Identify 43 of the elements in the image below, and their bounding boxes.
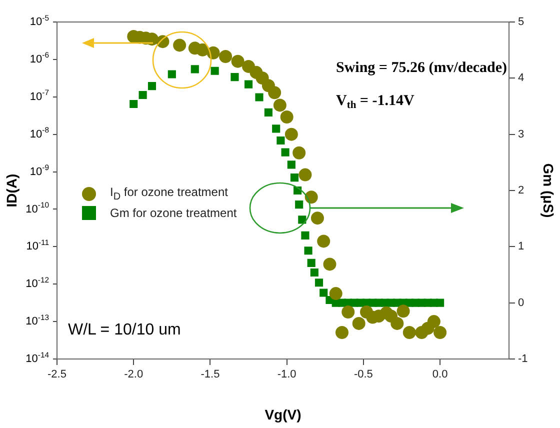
y2-tick-label: 5 — [518, 16, 524, 28]
x-tick-label: -2.5 — [48, 368, 66, 381]
point — [335, 326, 348, 340]
point — [219, 50, 232, 63]
point — [396, 304, 410, 318]
point — [427, 315, 440, 328]
point — [323, 258, 336, 271]
y2-tick-label: 0 — [518, 296, 524, 309]
y2-tick-label: 2 — [518, 184, 524, 197]
x-tick-label: -2.0 — [124, 368, 144, 381]
x-tick-label: 0.0 — [432, 368, 448, 381]
point — [352, 316, 366, 330]
legend-label: I$_{D}$ for ozone treatment — [110, 184, 228, 202]
y2-tick-label: -1 — [518, 353, 528, 366]
point — [280, 110, 294, 124]
point — [292, 146, 306, 160]
x-tick-label: -0.5 — [354, 368, 373, 381]
x-axis-title: Vg(V) — [264, 406, 302, 422]
y2-axis-title: Gm (μS) — [540, 163, 557, 218]
y2-tick-label: 1 — [518, 240, 524, 253]
point — [304, 190, 318, 204]
annotation: Swing = 75.26 (mv/decade) — [336, 60, 508, 76]
point — [196, 43, 210, 56]
point — [284, 128, 298, 141]
annotation: W/L = 10/10 um — [68, 321, 181, 338]
point — [329, 287, 342, 300]
y2-tick-label: 3 — [518, 128, 524, 140]
point — [402, 326, 416, 340]
point — [390, 316, 404, 330]
x-tick-label: -1.0 — [277, 368, 296, 381]
x-tick-label: -1.5 — [200, 368, 220, 381]
point — [273, 98, 286, 112]
point — [231, 54, 244, 68]
point — [268, 86, 282, 100]
point — [310, 212, 324, 225]
legend-label: Gm for ozone treatment — [110, 206, 237, 220]
y-axis-title: ID(A) — [3, 174, 20, 208]
point — [173, 38, 186, 52]
point — [434, 326, 447, 340]
point — [298, 168, 312, 182]
y2-tick-label: 4 — [518, 72, 524, 84]
point — [317, 234, 330, 248]
point — [342, 305, 355, 318]
